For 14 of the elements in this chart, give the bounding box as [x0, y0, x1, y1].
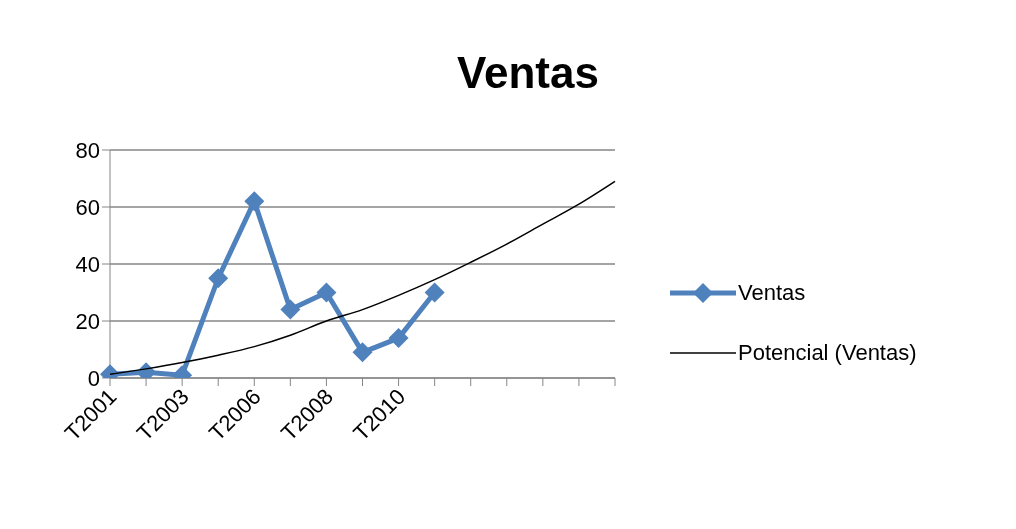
- legend-label: Potencial (Ventas): [738, 340, 917, 366]
- y-tick-label: 80: [75, 137, 100, 163]
- point: [388, 328, 409, 349]
- point: [316, 282, 337, 303]
- y-tick-label: 0: [87, 365, 100, 391]
- y-tick-label: 60: [75, 194, 100, 220]
- chart-title: Ventas: [456, 48, 600, 98]
- y-tick-label: 20: [75, 308, 100, 334]
- legend-label: Ventas: [738, 280, 806, 306]
- point: [208, 268, 229, 289]
- point: [424, 282, 445, 303]
- point: [352, 342, 373, 363]
- point: [280, 299, 301, 320]
- y-tick-label: 40: [75, 251, 100, 277]
